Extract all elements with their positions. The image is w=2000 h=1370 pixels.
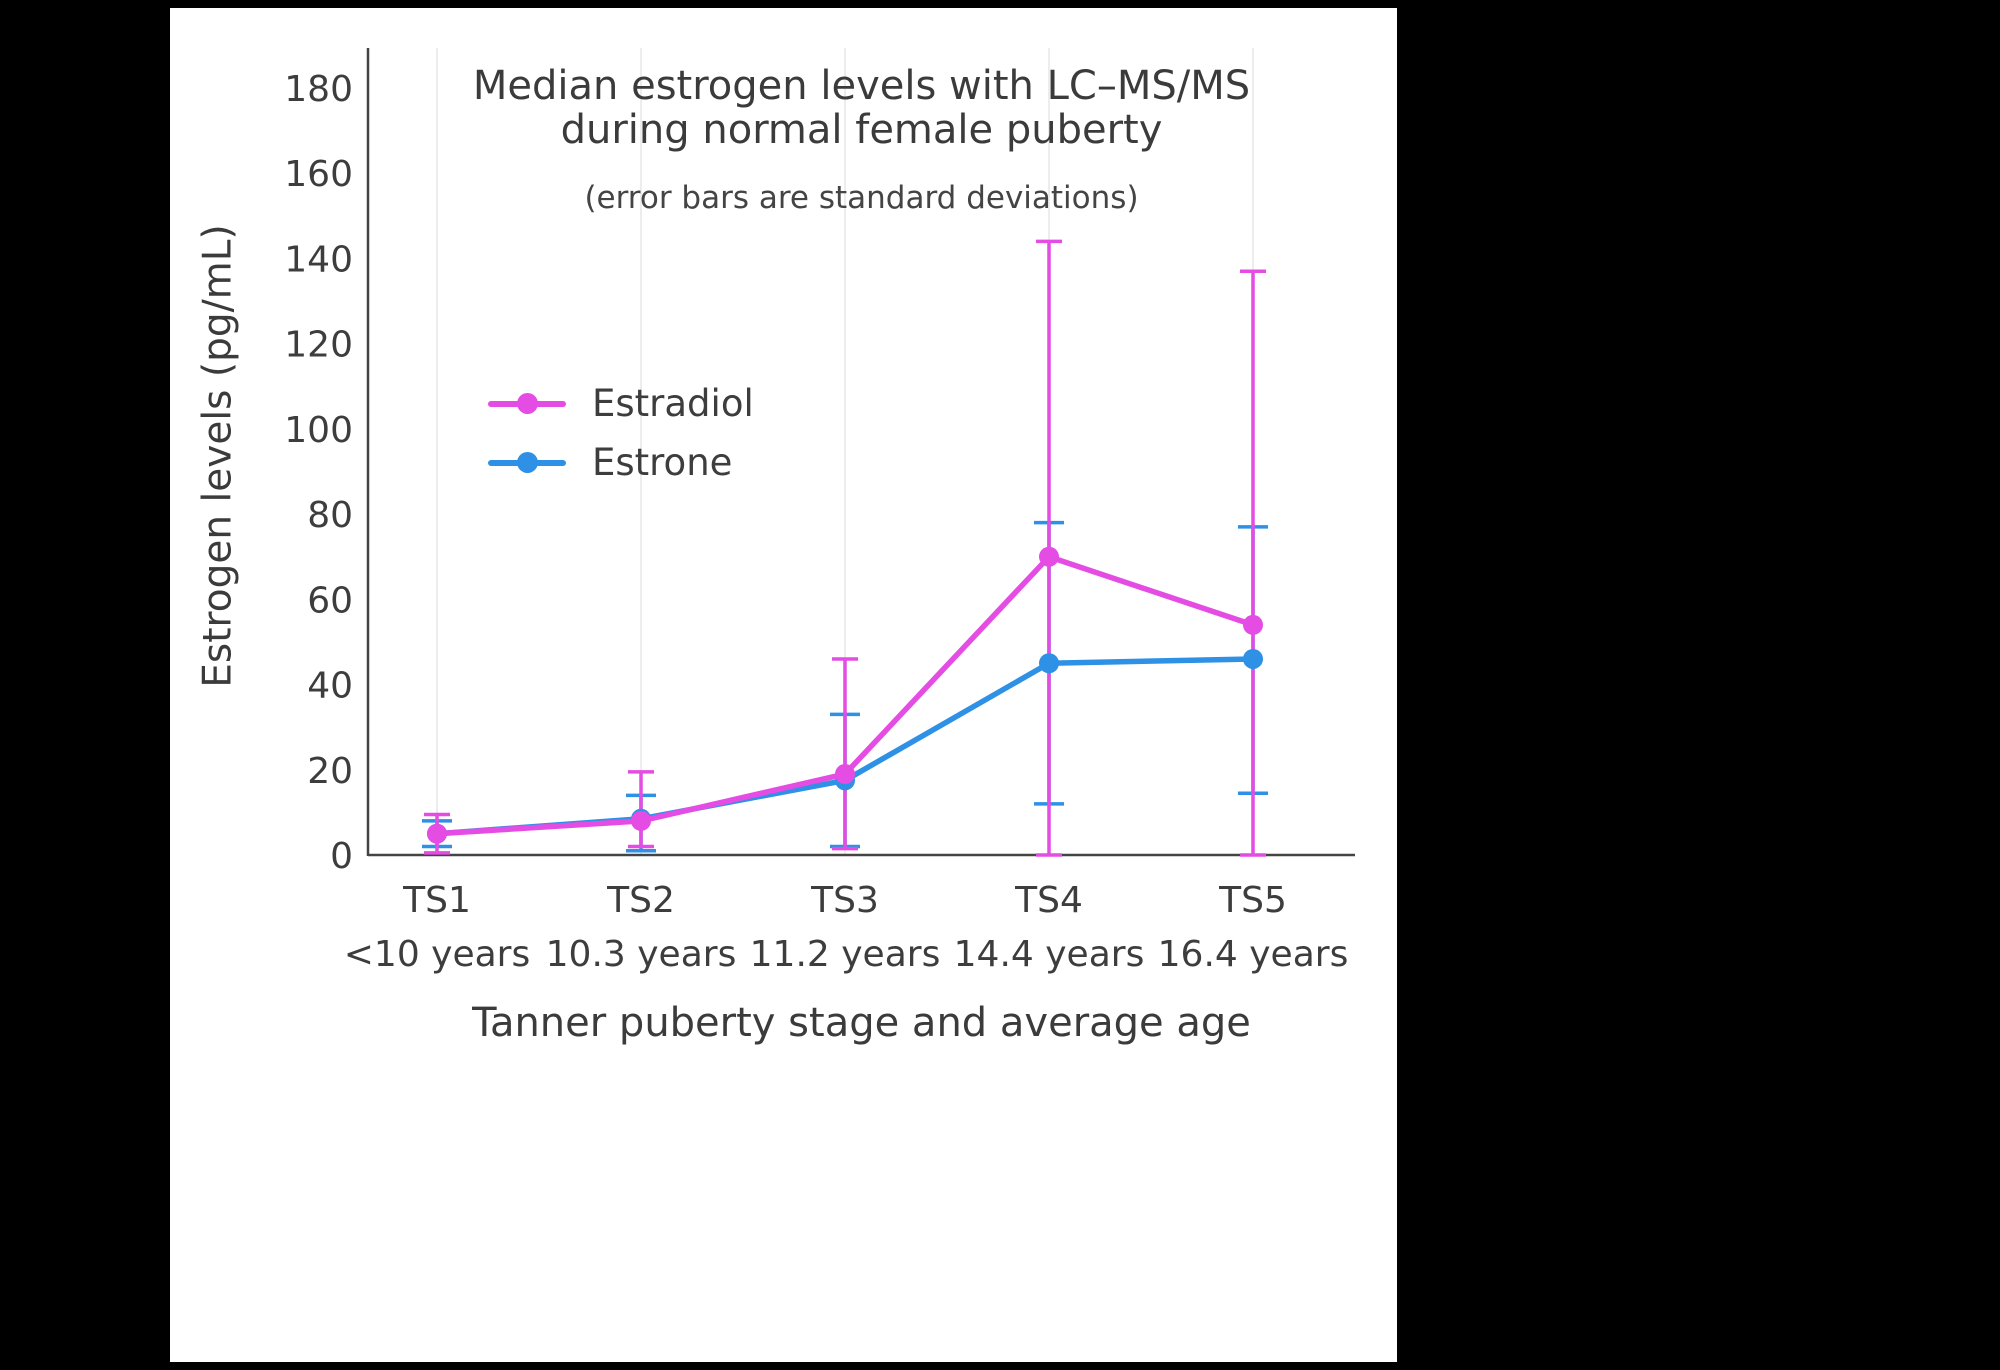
svg-text:TS3: TS3 (810, 880, 879, 921)
svg-text:10.3 years: 10.3 years (546, 934, 737, 975)
svg-text:120: 120 (284, 325, 353, 366)
svg-text:100: 100 (284, 410, 353, 451)
svg-text:40: 40 (307, 666, 353, 707)
legend: Estradiol Estrone (488, 382, 754, 484)
svg-text:TS2: TS2 (606, 880, 675, 921)
svg-text:TS1: TS1 (402, 880, 471, 921)
estradiol-line-swatch (488, 393, 566, 415)
legend-item-estrone: Estrone (488, 441, 754, 484)
svg-text:<10 years: <10 years (344, 934, 531, 975)
chart-subtitle: (error bars are standard deviations) (584, 180, 1139, 216)
chart-title: Median estrogen levels with LC–MS/MS dur… (368, 64, 1355, 152)
chart-title-line1: Median estrogen levels with LC–MS/MS (472, 63, 1251, 109)
legend-label-estradiol: Estradiol (592, 382, 754, 425)
legend-label-estrone: Estrone (592, 441, 733, 484)
svg-text:TS4: TS4 (1014, 880, 1083, 921)
x-axis-label: Tanner puberty stage and average age (472, 1000, 1251, 1046)
svg-text:80: 80 (307, 495, 353, 536)
y-axis-label: Estrogen levels (pg/mL) (195, 224, 241, 688)
svg-text:160: 160 (284, 154, 353, 195)
svg-text:16.4 years: 16.4 years (1158, 934, 1349, 975)
svg-text:11.2 years: 11.2 years (750, 934, 941, 975)
svg-text:0: 0 (330, 836, 353, 877)
plot-area: 0 20 40 60 80 100 120 140 160 180 TS1 <10 years TS2 1… (284, 48, 1355, 975)
estrone-swatch-dot (516, 452, 538, 473)
svg-text:14.4 years: 14.4 years (954, 934, 1145, 975)
chart-panel: 0 20 40 60 80 100 120 140 160 180 TS1 <10 years TS2 1… (170, 8, 1397, 1362)
estradiol-swatch-dot (516, 393, 538, 414)
svg-text:180: 180 (284, 69, 353, 110)
estrone-line-swatch (488, 452, 566, 474)
svg-text:20: 20 (307, 751, 353, 792)
svg-text:TS5: TS5 (1218, 880, 1287, 921)
svg-text:140: 140 (284, 239, 353, 280)
svg-text:60: 60 (307, 580, 353, 621)
legend-item-estradiol: Estradiol (488, 382, 754, 425)
chart-title-line2: during normal female puberty (560, 107, 1163, 153)
